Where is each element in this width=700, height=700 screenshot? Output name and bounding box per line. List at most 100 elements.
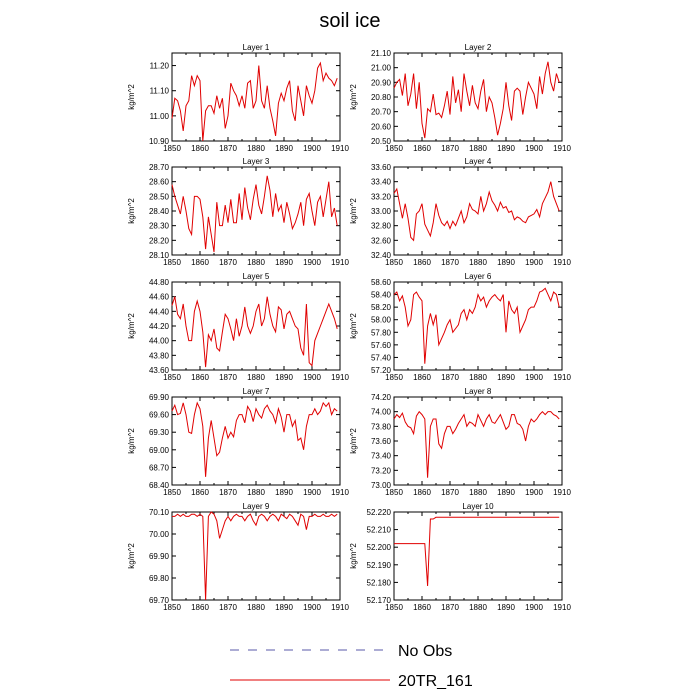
layer-5-xtick-label: 1870 — [219, 373, 237, 382]
layer-2-ytick-label: 20.80 — [371, 93, 392, 102]
layer-6-title: Layer 6 — [465, 272, 492, 281]
layer-3-ylabel: kg/m^2 — [127, 198, 136, 224]
layer-10-xtick-label: 1850 — [385, 603, 403, 612]
layer-3-ytick-label: 28.10 — [149, 251, 170, 260]
layer-3-series-line — [171, 175, 338, 253]
layer-6-xtick-label: 1890 — [497, 373, 515, 382]
layer-2-xtick-label: 1900 — [525, 144, 543, 153]
layer-4-series-line — [393, 181, 560, 242]
layer-8-ylabel: kg/m^2 — [349, 428, 358, 454]
layer-4-xtick-label: 1880 — [469, 258, 487, 267]
layer-9-ylabel: kg/m^2 — [127, 543, 136, 569]
layer-4-xtick-label: 1900 — [525, 258, 543, 267]
layer-9-xtick-label: 1850 — [163, 603, 181, 612]
layer-8-ytick-label: 73.60 — [371, 437, 392, 446]
layer-3-title: Layer 3 — [243, 157, 270, 166]
layer-1-ylabel: kg/m^2 — [127, 84, 136, 110]
layer-9-ytick-label: 70.00 — [149, 530, 170, 539]
layer-3-xtick-label: 1910 — [331, 258, 349, 267]
layer-3-frame — [171, 166, 341, 256]
layer-7-ytick-label: 69.60 — [149, 411, 170, 420]
layer-4-xtick-label: 1860 — [413, 258, 431, 267]
layer-2-xtick-label: 1890 — [497, 144, 515, 153]
layer-8-ytick-label: 73.40 — [371, 452, 392, 461]
layer-4-ytick-label: 33.60 — [371, 163, 392, 172]
layer-3-ytick-label: 28.60 — [149, 178, 170, 187]
layer-3-ytick-label: 28.70 — [149, 163, 170, 172]
layer-7-ytick-label: 69.00 — [149, 446, 170, 455]
layer-4-ytick-label: 32.80 — [371, 222, 392, 231]
layer-1-xtick-label: 1900 — [303, 144, 321, 153]
layer-9-xtick-label: 1910 — [331, 603, 349, 612]
layer-3-xtick-label: 1860 — [191, 258, 209, 267]
layer-8-xtick-label: 1890 — [497, 488, 515, 497]
layer-10-series-line — [394, 516, 560, 586]
layer-3-xtick-label: 1870 — [219, 258, 237, 267]
layer-4-title: Layer 4 — [465, 157, 492, 166]
layer-1-xtick-label: 1850 — [163, 144, 181, 153]
layer-9-ytick-label: 69.80 — [149, 574, 170, 583]
layer-8-ytick-label: 74.00 — [371, 408, 392, 417]
layer-1-ytick-label: 11.10 — [150, 87, 170, 96]
layer-10-ytick-label: 52.170 — [367, 596, 392, 605]
layer-5-xtick-label: 1890 — [275, 373, 293, 382]
layer-2-xtick-label: 1850 — [385, 144, 403, 153]
layer-1-ytick-label: 11.00 — [150, 112, 170, 121]
layer-8-ytick-label: 73.20 — [371, 466, 392, 475]
layer-5-xtick-label: 1850 — [163, 373, 181, 382]
layer-1-ytick-label: 10.90 — [149, 137, 170, 146]
layer-4-ytick-label: 33.20 — [371, 192, 392, 201]
layer-6-ylabel: kg/m^2 — [349, 313, 358, 339]
layer-6-xtick-label: 1900 — [525, 373, 543, 382]
layer-8-frame — [393, 396, 563, 486]
layer-2-frame — [393, 52, 563, 142]
layer-10-xtick-label: 1860 — [413, 603, 431, 612]
layer-4-xtick-label: 1910 — [553, 258, 571, 267]
layer-7-ytick-label: 69.90 — [149, 393, 170, 402]
layer-7-ytick-label: 68.40 — [149, 481, 170, 490]
layer-6-ytick-label: 57.60 — [371, 341, 392, 350]
layer-1-title: Layer 1 — [243, 43, 270, 52]
layer-5-xtick-label: 1880 — [247, 373, 265, 382]
layer-2-xtick-label: 1860 — [413, 144, 431, 153]
layer-1-series-line — [171, 61, 338, 142]
layer-6-ytick-label: 58.00 — [371, 316, 392, 325]
layer-10-ylabel: kg/m^2 — [349, 543, 358, 569]
layer-2-xtick-label: 1910 — [553, 144, 571, 153]
layer-2-xtick-label: 1880 — [469, 144, 487, 153]
layer-6-ytick-label: 57.40 — [371, 353, 392, 362]
layer-6-xtick-label: 1870 — [441, 373, 459, 382]
layer-2-xtick-label: 1870 — [441, 144, 459, 153]
layer-7-ytick-label: 69.30 — [149, 428, 170, 437]
layer-4-ytick-label: 33.40 — [371, 178, 392, 187]
layer-1-xtick-label: 1870 — [219, 144, 237, 153]
layer-8-xtick-label: 1910 — [553, 488, 571, 497]
layer-5-frame — [171, 281, 341, 371]
layer-6-ytick-label: 57.80 — [371, 328, 392, 337]
layer-10-xtick-label: 1900 — [525, 603, 543, 612]
layer-5-ylabel: kg/m^2 — [127, 313, 136, 339]
layer-10-xtick-label: 1910 — [553, 603, 571, 612]
layer-2-title: Layer 2 — [465, 43, 492, 52]
layer-3-xtick-label: 1850 — [163, 258, 181, 267]
layer-8-xtick-label: 1880 — [469, 488, 487, 497]
layer-2-ytick-label: 20.60 — [371, 122, 392, 131]
layer-3-xtick-label: 1900 — [303, 258, 321, 267]
layer-2-ytick-label: 20.50 — [371, 137, 392, 146]
page-title: soil ice — [319, 10, 381, 32]
layer-1-xtick-label: 1880 — [247, 144, 265, 153]
layer-5-ytick-label: 44.20 — [149, 322, 170, 331]
layer-3-ytick-label: 28.40 — [149, 207, 170, 216]
layer-1-xtick-label: 1910 — [331, 144, 349, 153]
layer-8-xtick-label: 1850 — [385, 488, 403, 497]
layer-7-xtick-label: 1850 — [163, 488, 181, 497]
layer-9-xtick-label: 1900 — [303, 603, 321, 612]
layer-2-ylabel: kg/m^2 — [349, 84, 358, 110]
layer-6-ytick-label: 58.20 — [371, 303, 392, 312]
layer-7-series-line — [171, 401, 338, 477]
layer-9-series-line — [172, 511, 338, 601]
layer-4-ytick-label: 32.40 — [371, 251, 392, 260]
layer-6-xtick-label: 1880 — [469, 373, 487, 382]
layer-10-frame — [393, 511, 563, 601]
layer-2-ytick-label: 20.90 — [371, 78, 392, 87]
